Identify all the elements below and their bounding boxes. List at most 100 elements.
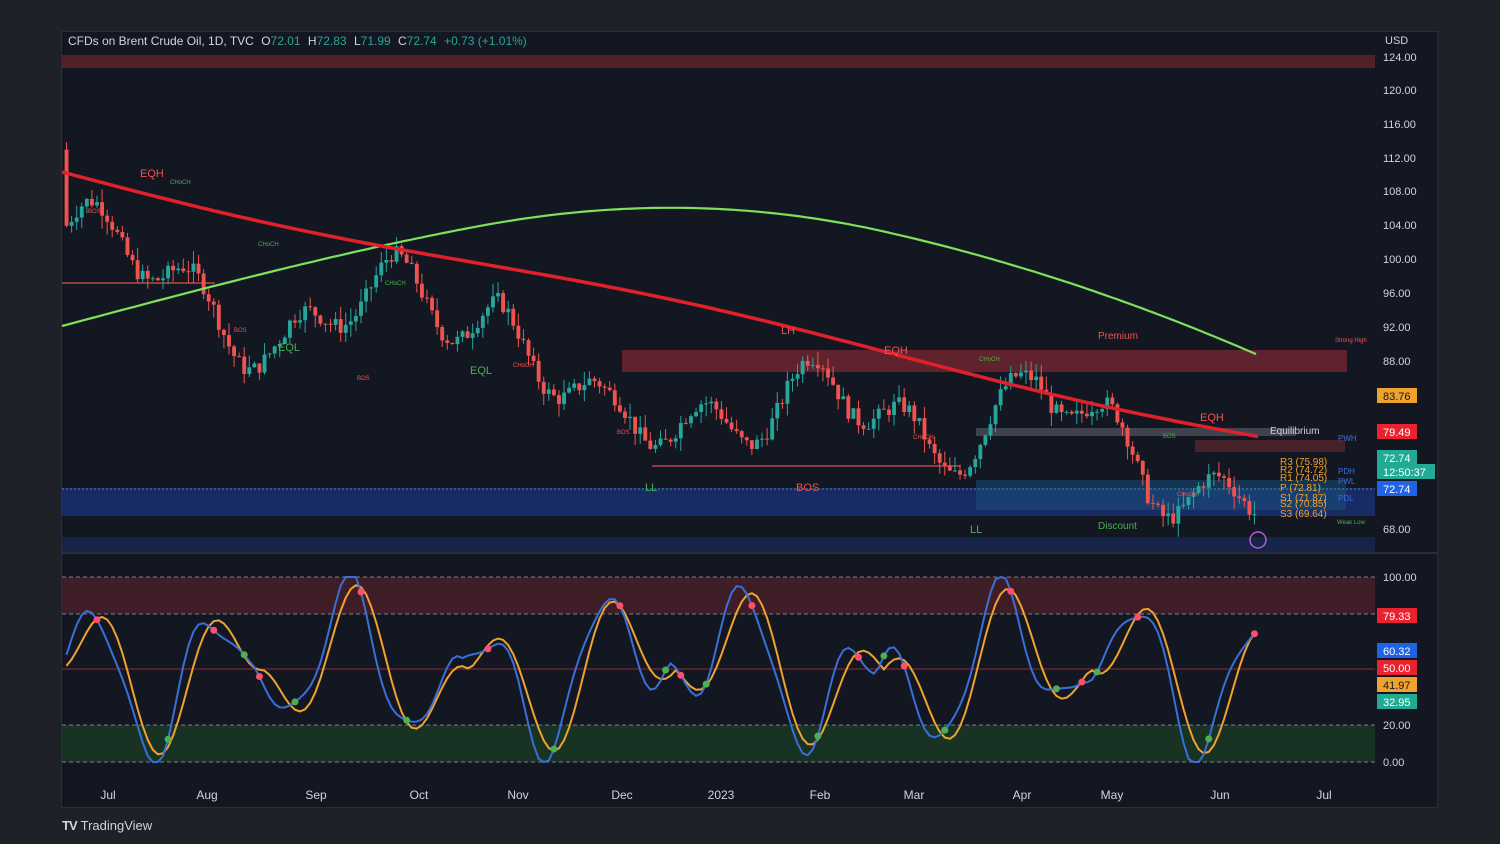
candle-body	[1181, 504, 1186, 507]
candle-body	[69, 221, 74, 226]
currency-label: USD	[1385, 35, 1408, 47]
candle-body	[668, 439, 673, 442]
candle-body	[831, 377, 836, 385]
price-tick: 124.00	[1383, 52, 1417, 64]
candle-body	[958, 470, 962, 475]
candle-body	[937, 453, 942, 463]
osc-cross-dot	[240, 651, 248, 659]
candle-body	[1090, 412, 1094, 417]
candle-body	[683, 422, 688, 424]
candle-body	[785, 380, 790, 404]
candle-body	[135, 260, 140, 280]
candle-body	[557, 395, 561, 405]
candle-body	[414, 263, 419, 284]
price-axis[interactable]: 124.00 120.00 116.00 112.00 108.00 104.00 100.…	[1383, 52, 1417, 536]
candle-body	[653, 444, 658, 449]
candle-body	[161, 278, 165, 281]
candle-body	[851, 408, 856, 419]
osc-cross-dot	[702, 680, 710, 688]
close-value: 72.74	[406, 34, 437, 48]
candle-body	[917, 418, 922, 422]
candle-body	[1166, 513, 1171, 517]
candle-body	[511, 308, 516, 326]
overbought-zone	[62, 577, 1375, 614]
candle-body	[815, 364, 820, 369]
candle-body	[318, 315, 323, 324]
long-ma-line	[61, 206, 1257, 356]
osc-tag	[1377, 660, 1417, 675]
candle-body	[1013, 373, 1018, 377]
candle-body	[1105, 397, 1110, 410]
candle-body	[719, 409, 724, 419]
candle-body	[881, 408, 886, 410]
candle-body	[155, 278, 160, 281]
candle-body	[404, 254, 409, 263]
price-tag	[1377, 450, 1417, 465]
time-axis[interactable]: Jul Aug Sep Oct Nov Dec 2023 Feb Mar Apr May Jun Jul	[100, 788, 1331, 802]
osc-cross-dot	[941, 726, 949, 734]
low-value: 71.99	[360, 34, 391, 48]
candle-body	[201, 273, 206, 295]
osc-tick: 20.00	[1383, 720, 1411, 732]
candle-body	[907, 405, 912, 413]
alert-bolt-icon[interactable]	[1249, 531, 1267, 549]
candle-body	[1008, 373, 1013, 387]
candle-body	[1019, 372, 1023, 377]
discount-zone	[976, 480, 1346, 510]
candle-body	[470, 333, 475, 338]
time-tick: 2023	[708, 788, 735, 802]
candle-body	[1024, 370, 1028, 373]
candle-body	[714, 401, 719, 410]
osc-cross-dot	[403, 716, 411, 724]
candle-body	[892, 401, 896, 415]
candle-body	[887, 409, 891, 415]
osc-cross-dot	[255, 673, 263, 681]
candle-body	[262, 354, 267, 373]
candle-body	[866, 428, 871, 430]
candle-body	[663, 438, 668, 440]
osc-tag-text: 32.95	[1383, 697, 1411, 709]
candle-body	[729, 422, 734, 430]
candle-body	[252, 363, 257, 368]
candle-body	[902, 397, 907, 413]
top-supply-zone	[62, 55, 1375, 68]
lower-demand-zone	[62, 537, 1375, 552]
candle-body	[1206, 474, 1211, 488]
candle-body	[1064, 411, 1069, 413]
osc-cross-dot	[93, 616, 101, 624]
candle-body	[1176, 506, 1181, 524]
choch-label: CHoCH	[979, 357, 1000, 363]
candle-body	[293, 320, 297, 323]
price-tags: 83.76 79.49 72.74 12:50:37 72.74	[1377, 388, 1435, 496]
candle-body	[110, 221, 115, 230]
time-tick: Sep	[305, 788, 327, 802]
candle-body	[435, 310, 440, 328]
pwh-label: PWH	[1338, 434, 1357, 443]
chart-frame[interactable]	[61, 31, 1438, 808]
candle-body	[1171, 513, 1176, 524]
candle-body	[912, 405, 917, 422]
tradingview-branding[interactable]: TV TradingView	[62, 818, 152, 833]
osc-tag	[1377, 608, 1417, 623]
candle-body	[328, 323, 333, 325]
candle-body	[496, 293, 500, 297]
osc-tags: 79.33 60.32 50.00 41.97 32.95	[1377, 608, 1417, 709]
candle-body	[846, 396, 851, 419]
candle-body	[1247, 501, 1252, 515]
candle-body	[810, 364, 815, 366]
time-tick: Oct	[410, 788, 429, 802]
candle-body	[79, 206, 84, 218]
candle-body	[704, 403, 709, 405]
time-tick: Feb	[810, 788, 831, 802]
candle-body	[150, 278, 155, 280]
candle-body	[546, 389, 551, 394]
osc-cross-dot	[748, 601, 756, 609]
price-tick: 112.00	[1383, 153, 1416, 165]
candle-body	[993, 405, 998, 425]
price-tick: 68.00	[1383, 524, 1411, 536]
candle-body	[216, 304, 221, 330]
candle-body	[973, 459, 978, 468]
candle-body	[379, 262, 384, 276]
osc-axis[interactable]: 100.00 20.00 0.00	[1383, 572, 1417, 769]
